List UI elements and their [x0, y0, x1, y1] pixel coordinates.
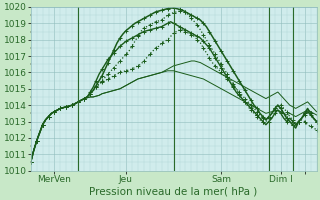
X-axis label: Pression niveau de la mer( hPa ): Pression niveau de la mer( hPa ): [90, 187, 258, 197]
